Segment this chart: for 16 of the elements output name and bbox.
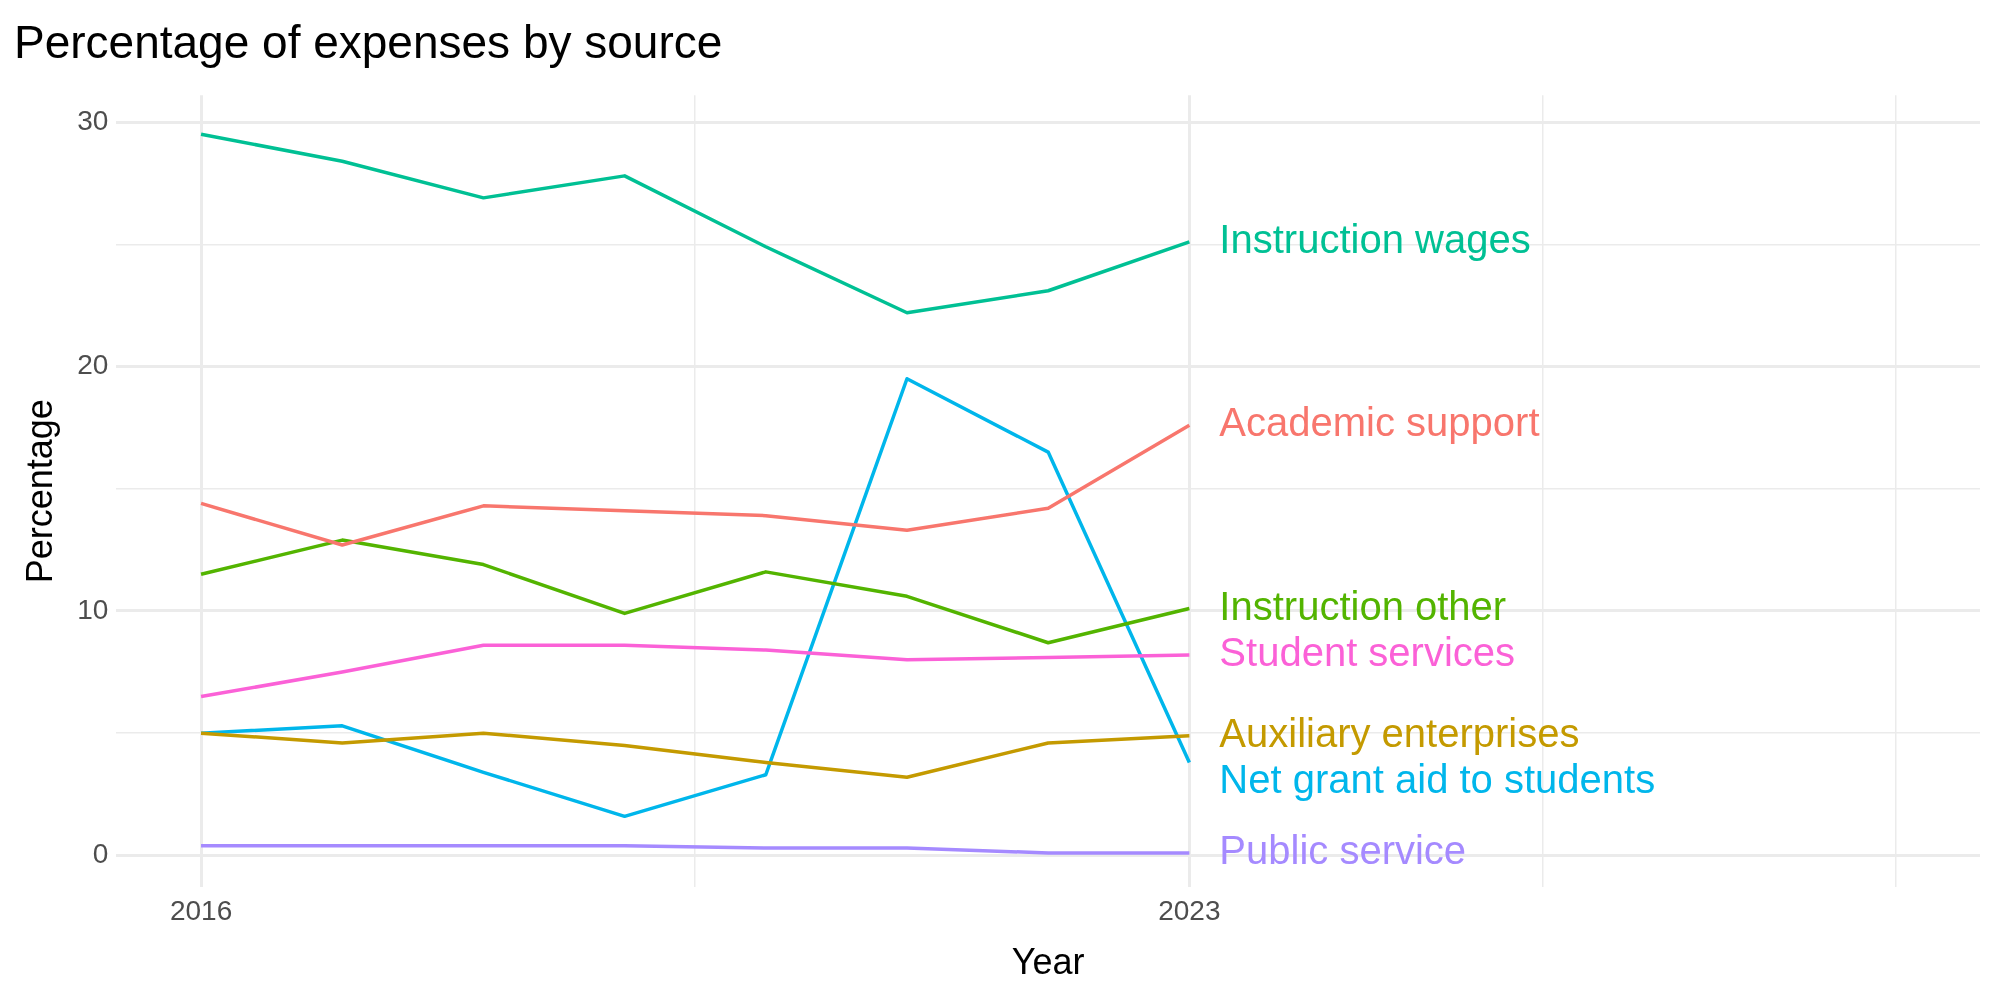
y-tick-label: 30 [77, 104, 109, 136]
series-label: Academic support [1219, 400, 1540, 445]
x-tick-label: 2023 [1158, 894, 1221, 926]
y-tick-label: 10 [77, 593, 109, 625]
y-axis-title: Percentage [18, 399, 60, 584]
series-label: Instruction wages [1219, 216, 1531, 261]
y-tick-label: 0 [92, 838, 109, 870]
series-label: Instruction other [1219, 583, 1507, 628]
x-tick-label: 2016 [169, 894, 233, 926]
series-label: Net grant aid to students [1219, 756, 1656, 801]
series-label: Auxiliary enterprises [1219, 710, 1580, 755]
series-label: Public service [1219, 828, 1467, 873]
x-axis-title: Year [1011, 941, 1085, 983]
chart-title: Percentage of expenses by source [14, 16, 723, 69]
series-label: Student services [1219, 630, 1516, 675]
y-tick-label: 20 [77, 349, 109, 381]
